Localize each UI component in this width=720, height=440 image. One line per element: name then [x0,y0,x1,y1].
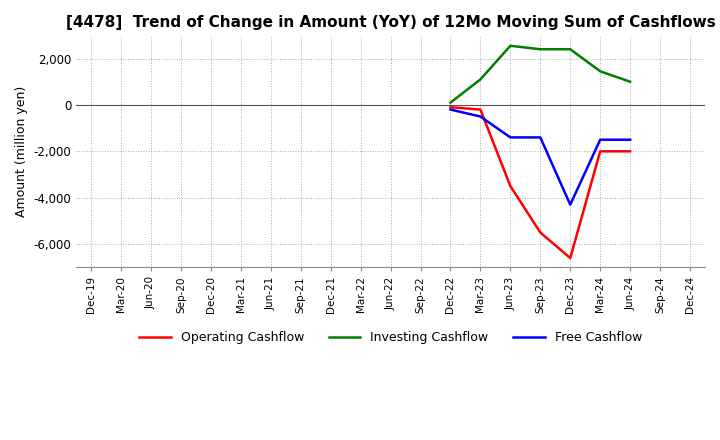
Free Cashflow [596,137,605,143]
Free Cashflow [626,137,634,143]
Free Cashflow [566,202,575,207]
Free Cashflow [476,114,485,119]
Investing Cashflow [626,79,634,84]
Free Cashflow [536,135,544,140]
Investing Cashflow [506,43,515,48]
Legend: Operating Cashflow, Investing Cashflow, Free Cashflow: Operating Cashflow, Investing Cashflow, … [134,326,647,349]
Line: Operating Cashflow: Operating Cashflow [451,107,630,258]
Investing Cashflow [536,47,544,52]
Free Cashflow [446,107,455,112]
Line: Free Cashflow: Free Cashflow [451,110,630,205]
Operating Cashflow [536,230,544,235]
Operating Cashflow [566,255,575,260]
Operating Cashflow [506,183,515,189]
Operating Cashflow [446,105,455,110]
Line: Investing Cashflow: Investing Cashflow [451,46,630,103]
Investing Cashflow [566,47,575,52]
Investing Cashflow [446,100,455,105]
Operating Cashflow [596,149,605,154]
Operating Cashflow [476,107,485,112]
Investing Cashflow [476,77,485,82]
Free Cashflow [506,135,515,140]
Title: [4478]  Trend of Change in Amount (YoY) of 12Mo Moving Sum of Cashflows: [4478] Trend of Change in Amount (YoY) o… [66,15,716,30]
Operating Cashflow [626,149,634,154]
Y-axis label: Amount (million yen): Amount (million yen) [15,86,28,217]
Investing Cashflow [596,69,605,74]
